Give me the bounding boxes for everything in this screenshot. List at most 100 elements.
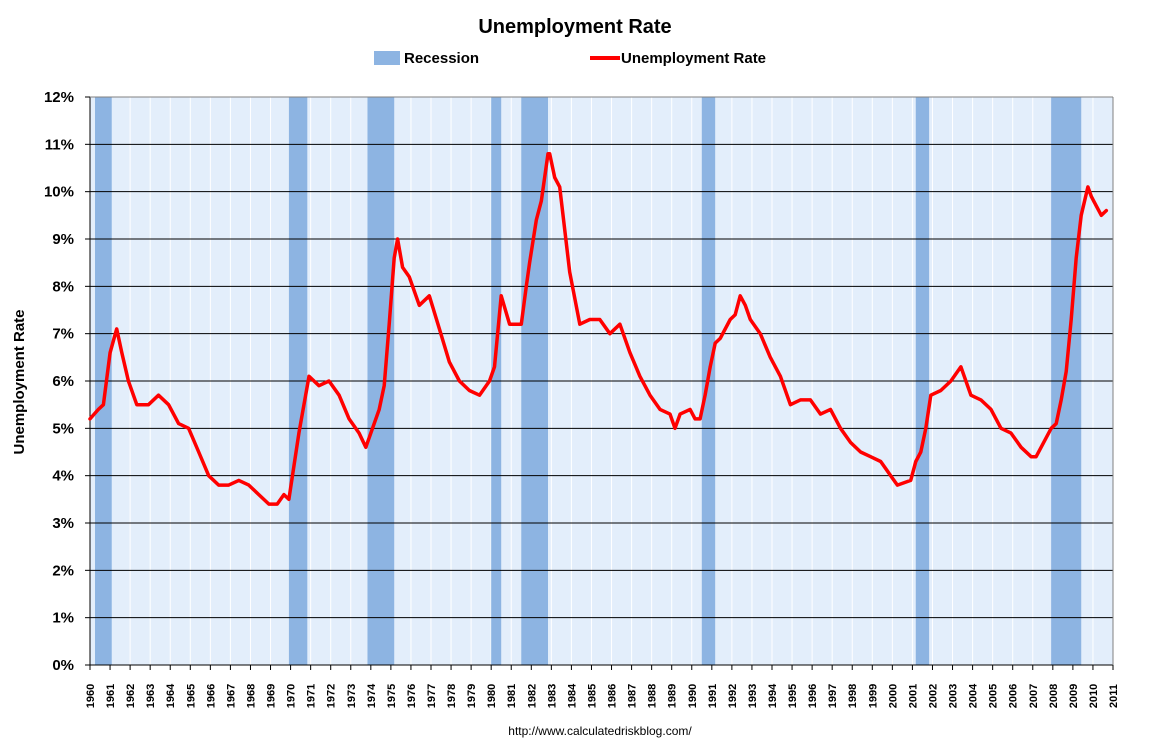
data-point <box>1087 186 1089 188</box>
data-point <box>338 394 340 397</box>
x-tick-label: 1962 <box>125 684 137 708</box>
data-point <box>689 408 691 411</box>
data-point <box>248 484 250 486</box>
data-point <box>709 366 711 368</box>
data-point <box>438 328 441 330</box>
data-point <box>990 408 992 411</box>
x-tick-label: 1961 <box>105 684 117 708</box>
data-point <box>920 451 922 453</box>
plot-area: 0% 1% 2% 3% 4% 5% 6% 7% 8% 9% 10% 11% 12% 1960 1961 196… <box>44 89 1120 708</box>
x-tick-label: 1969 <box>266 684 278 708</box>
legend-line-label: Unemployment Rate <box>621 50 766 67</box>
data-point <box>789 403 792 406</box>
data-point <box>1050 427 1052 430</box>
data-point <box>97 408 100 411</box>
data-point <box>121 351 123 354</box>
data-point <box>563 228 566 231</box>
x-tick-label: 1974 <box>366 683 378 708</box>
x-tick-label: 1977 <box>426 684 438 708</box>
data-point <box>669 413 671 415</box>
x-tick-label: 1970 <box>286 684 298 708</box>
x-tick-label: 2001 <box>907 684 919 708</box>
x-tick-label: 2003 <box>948 684 960 708</box>
y-tick-label: 4% <box>52 468 74 485</box>
y-tick-label: 2% <box>52 562 74 579</box>
data-point <box>704 394 706 397</box>
x-tick-label: 1963 <box>145 684 157 708</box>
x-tick-label: 1990 <box>687 684 699 708</box>
data-point <box>288 498 290 501</box>
data-point <box>579 323 581 326</box>
data-point <box>401 266 404 269</box>
data-point <box>298 432 300 434</box>
y-tick-label: 1% <box>52 610 74 627</box>
data-point <box>396 238 399 240</box>
y-tick-label: 7% <box>52 326 74 343</box>
data-point <box>268 503 270 505</box>
data-point <box>197 451 200 453</box>
data-point <box>714 342 716 344</box>
y-tick-label: 0% <box>52 657 74 674</box>
data-point <box>1060 399 1062 401</box>
x-tick-label: 2005 <box>988 684 1000 708</box>
data-point <box>383 384 386 387</box>
x-tick-label: 1999 <box>867 684 879 708</box>
data-point <box>373 422 376 425</box>
data-point <box>659 408 661 411</box>
data-point <box>348 418 350 420</box>
data-point <box>879 460 882 463</box>
data-point <box>980 399 982 401</box>
data-point <box>308 375 310 378</box>
y-tick-label: 10% <box>44 184 74 201</box>
x-tick-label: 2010 <box>1088 684 1100 708</box>
data-point <box>558 186 561 188</box>
x-tick-label: 1992 <box>727 684 739 708</box>
data-point <box>528 261 531 264</box>
data-point <box>739 295 741 297</box>
data-point <box>547 153 549 155</box>
x-tick-label: 2004 <box>968 683 980 708</box>
data-point <box>749 318 752 321</box>
y-tick-label: 3% <box>52 515 74 532</box>
x-tick-label: 1979 <box>466 684 478 708</box>
source-url: http://www.calculatedriskblog.com/ <box>508 724 692 738</box>
data-point <box>859 451 862 453</box>
data-point <box>960 366 962 368</box>
data-point <box>1090 195 1093 198</box>
data-point <box>829 408 832 411</box>
data-point <box>674 427 676 430</box>
x-tick-label: 1981 <box>506 684 518 708</box>
x-tick-label: 1993 <box>747 684 759 708</box>
x-tick-label: 1989 <box>667 684 679 708</box>
data-point <box>238 479 240 482</box>
data-point <box>930 394 932 397</box>
data-point <box>909 479 912 482</box>
x-tick-label: 1972 <box>326 684 338 708</box>
x-tick-label: 2002 <box>927 684 939 708</box>
data-point <box>1055 422 1057 425</box>
data-point <box>849 441 852 444</box>
x-tick-label: 1997 <box>827 684 839 708</box>
data-point <box>609 332 611 335</box>
data-point <box>1040 446 1042 449</box>
x-tick-label: 2007 <box>1028 684 1040 708</box>
x-tick-label: 1984 <box>566 683 578 708</box>
data-point <box>493 366 496 368</box>
x-tick-label: 1982 <box>526 684 538 708</box>
data-point <box>925 427 927 430</box>
data-point <box>258 493 260 496</box>
x-tick-label: 1995 <box>787 684 799 708</box>
data-point <box>115 328 118 330</box>
data-point <box>488 380 491 382</box>
data-point <box>819 413 822 415</box>
data-point <box>639 375 641 378</box>
x-tick-label: 2009 <box>1068 684 1080 708</box>
data-point <box>365 446 367 449</box>
data-point <box>629 351 631 354</box>
legend-recession-swatch <box>374 51 400 65</box>
data-point <box>1035 455 1037 458</box>
data-point <box>649 394 651 397</box>
data-point <box>1100 214 1103 217</box>
y-tick-label: 11% <box>45 136 74 153</box>
